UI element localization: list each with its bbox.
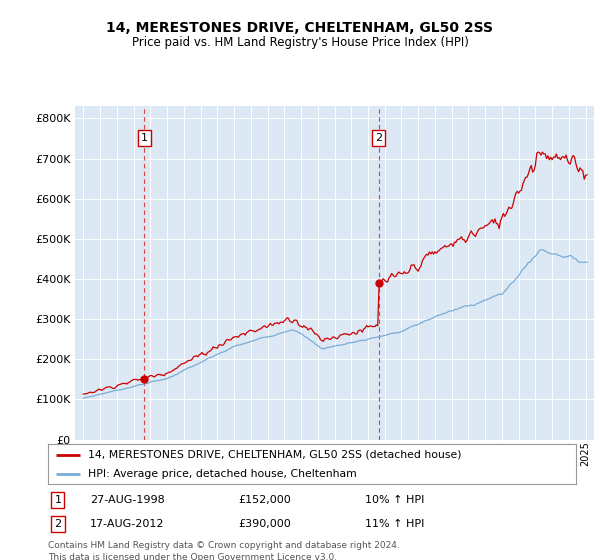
Text: £390,000: £390,000 xyxy=(238,519,291,529)
Text: Price paid vs. HM Land Registry's House Price Index (HPI): Price paid vs. HM Land Registry's House … xyxy=(131,36,469,49)
Text: £152,000: £152,000 xyxy=(238,495,291,505)
Text: 10% ↑ HPI: 10% ↑ HPI xyxy=(365,495,424,505)
Text: 2: 2 xyxy=(55,519,61,529)
Text: 1: 1 xyxy=(55,495,61,505)
Text: Contains HM Land Registry data © Crown copyright and database right 2024.
This d: Contains HM Land Registry data © Crown c… xyxy=(48,541,400,560)
Text: HPI: Average price, detached house, Cheltenham: HPI: Average price, detached house, Chel… xyxy=(88,469,356,479)
Text: 17-AUG-2012: 17-AUG-2012 xyxy=(90,519,165,529)
Text: 14, MERESTONES DRIVE, CHELTENHAM, GL50 2SS: 14, MERESTONES DRIVE, CHELTENHAM, GL50 2… xyxy=(107,21,493,35)
Text: 27-AUG-1998: 27-AUG-1998 xyxy=(90,495,165,505)
Text: 14, MERESTONES DRIVE, CHELTENHAM, GL50 2SS (detached house): 14, MERESTONES DRIVE, CHELTENHAM, GL50 2… xyxy=(88,450,461,460)
Text: 2: 2 xyxy=(375,133,382,143)
Text: 11% ↑ HPI: 11% ↑ HPI xyxy=(365,519,424,529)
Text: 1: 1 xyxy=(141,133,148,143)
